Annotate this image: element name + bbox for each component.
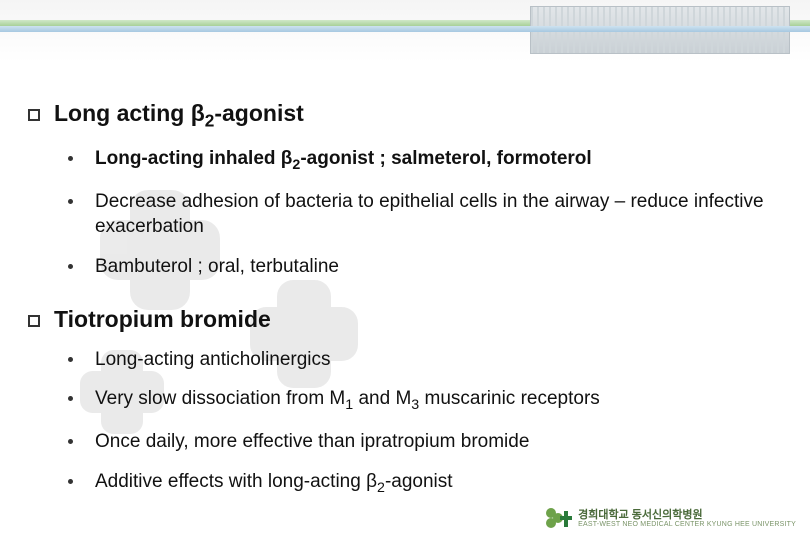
hospital-logo-icon bbox=[546, 508, 572, 530]
section-heading: Tiotropium bromide bbox=[28, 306, 788, 333]
dot-bullet-icon bbox=[68, 199, 73, 204]
list-item: Long-acting inhaled β2-agonist ; salmete… bbox=[68, 146, 788, 175]
list-item: Additive effects with long-acting β2-ago… bbox=[68, 469, 788, 498]
list-item-text: Long-acting inhaled β2-agonist ; salmete… bbox=[95, 146, 592, 175]
list-item: Very slow dissociation from M1 and M3 mu… bbox=[68, 386, 788, 415]
footer-logo: 경희대학교 동서신의학병원 EAST-WEST NEO MEDICAL CENT… bbox=[546, 508, 796, 530]
list-item-text: Very slow dissociation from M1 and M3 mu… bbox=[95, 386, 600, 415]
footer-hospital-name-en: EAST-WEST NEO MEDICAL CENTER KYUNG HEE U… bbox=[578, 521, 796, 529]
header-building-image bbox=[530, 6, 790, 54]
footer-hospital-name: 경희대학교 동서신의학병원 bbox=[578, 509, 796, 521]
list-item: Bambuterol ; oral, terbutaline bbox=[68, 254, 788, 280]
square-bullet-icon bbox=[28, 315, 40, 327]
list-item: Long-acting anticholinergics bbox=[68, 347, 788, 373]
dot-bullet-icon bbox=[68, 357, 73, 362]
slide-content: Long acting β2-agonist Long-acting inhale… bbox=[28, 100, 788, 524]
section-title: Long acting β2-agonist bbox=[54, 100, 304, 132]
dot-bullet-icon bbox=[68, 396, 73, 401]
list-item: Decrease adhesion of bacteria to epithel… bbox=[68, 189, 788, 240]
header-banner bbox=[0, 0, 810, 62]
dot-bullet-icon bbox=[68, 264, 73, 269]
list-item-text: Additive effects with long-acting β2-ago… bbox=[95, 469, 453, 498]
list-item-text: Once daily, more effective than ipratrop… bbox=[95, 429, 529, 455]
section: Tiotropium bromide Long-acting anticholin… bbox=[28, 306, 788, 498]
section-heading: Long acting β2-agonist bbox=[28, 100, 788, 132]
sub-list: Long-acting inhaled β2-agonist ; salmete… bbox=[68, 146, 788, 280]
dot-bullet-icon bbox=[68, 479, 73, 484]
list-item: Once daily, more effective than ipratrop… bbox=[68, 429, 788, 455]
list-item-text: Bambuterol ; oral, terbutaline bbox=[95, 254, 339, 280]
section-title: Tiotropium bromide bbox=[54, 306, 271, 333]
dot-bullet-icon bbox=[68, 439, 73, 444]
list-item-text: Decrease adhesion of bacteria to epithel… bbox=[95, 189, 788, 240]
square-bullet-icon bbox=[28, 109, 40, 121]
section: Long acting β2-agonist Long-acting inhale… bbox=[28, 100, 788, 280]
dot-bullet-icon bbox=[68, 156, 73, 161]
list-item-text: Long-acting anticholinergics bbox=[95, 347, 331, 373]
sub-list: Long-acting anticholinergics Very slow di… bbox=[68, 347, 788, 498]
